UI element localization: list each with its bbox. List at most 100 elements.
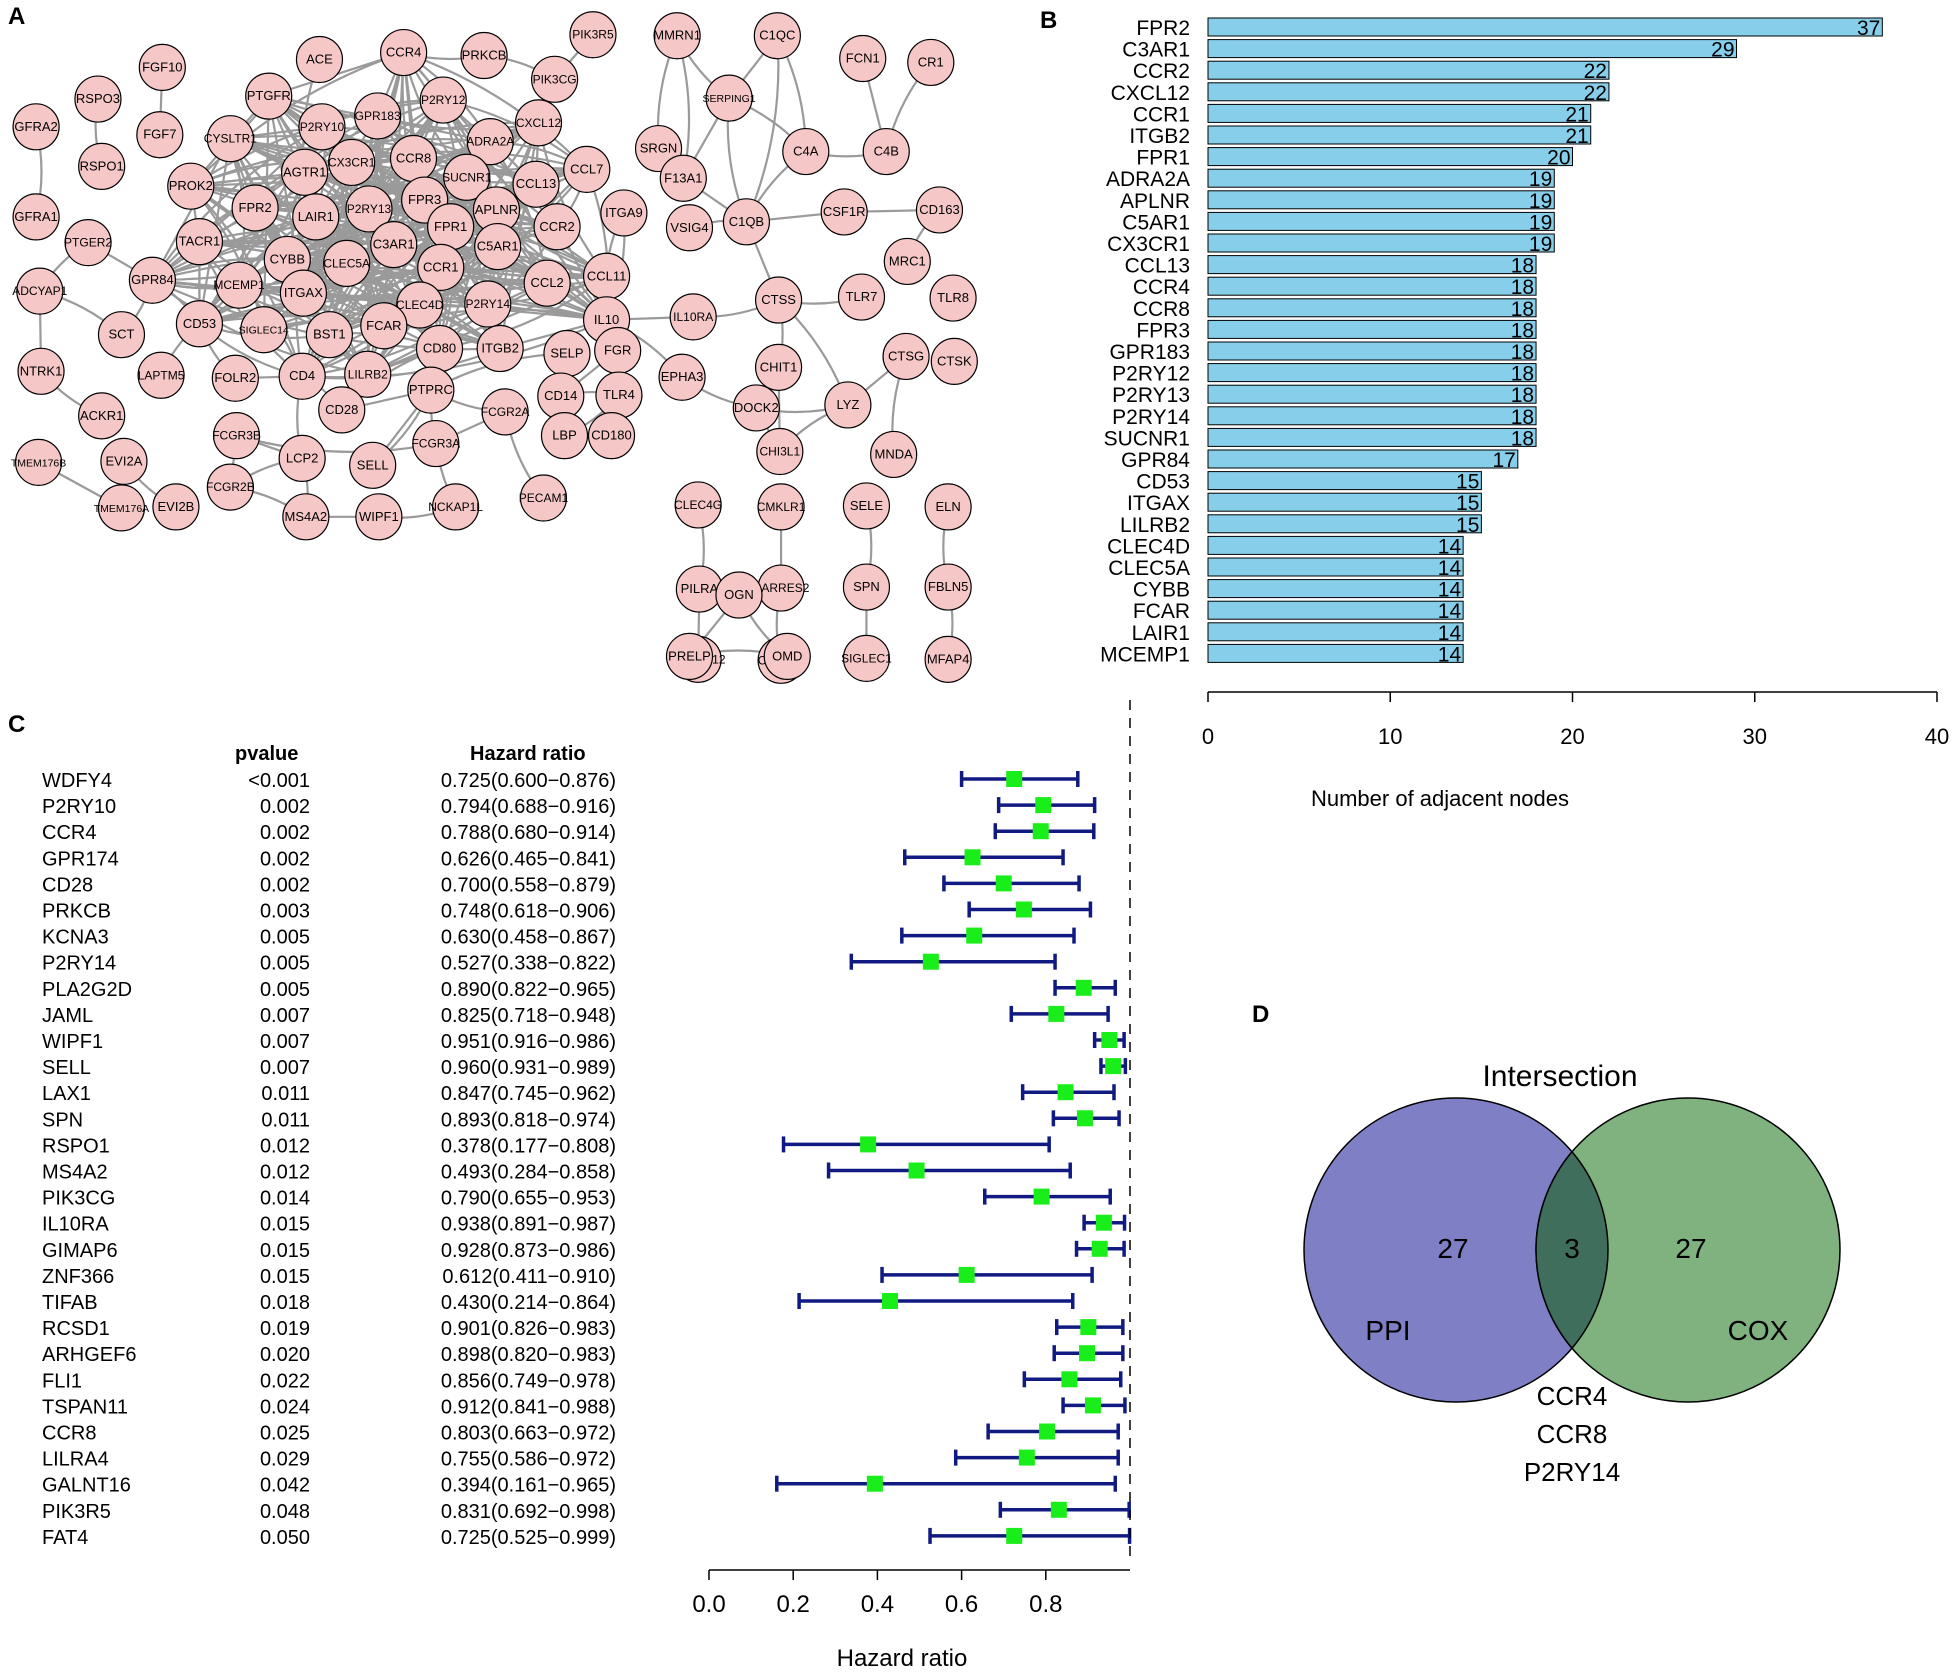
bar — [1207, 233, 1555, 253]
bar — [1207, 168, 1555, 188]
forest-hr-text: 0.890(0.822−0.965) — [441, 979, 616, 1001]
network-node: CLEC5A — [323, 239, 371, 288]
network-node-circle — [756, 427, 804, 476]
network-node-label: C4A — [793, 144, 819, 159]
network-node-label: BST1 — [313, 327, 346, 342]
bar-category-label: GPR84 — [1121, 449, 1190, 472]
network-node-label: CHI3L1 — [759, 444, 800, 458]
network-node-label: CMKLR1 — [757, 500, 806, 514]
network-node: ITGA9 — [600, 189, 648, 237]
bar-value-label: 22 — [1584, 60, 1607, 83]
network-node-circle — [167, 162, 215, 210]
network-node-circle — [842, 482, 891, 530]
forest-pvalue: 0.012 — [260, 1135, 310, 1157]
network-node: ELN — [924, 483, 972, 531]
network-node: MCEMP1 — [213, 261, 265, 309]
bar — [1207, 406, 1537, 426]
forest-hr-text: 0.378(0.177−0.808) — [441, 1135, 616, 1157]
bar-category-label: CCR8 — [1133, 298, 1190, 321]
network-edge — [403, 51, 588, 171]
network-node: FBLN5 — [924, 563, 972, 611]
network-node: FCGR3B — [212, 412, 261, 460]
bar-value-label: 18 — [1511, 363, 1534, 386]
bar-value-label: 14 — [1438, 622, 1462, 645]
bar-value-label: 17 — [1492, 449, 1515, 472]
network-node-label: FCGR3A — [411, 437, 460, 451]
network-node-circle — [653, 12, 701, 60]
forest-point — [1101, 1032, 1118, 1048]
network-node-circle — [305, 311, 353, 359]
network-node-label: GFRA2 — [14, 119, 57, 134]
network-node-circle — [78, 142, 126, 190]
forest-gene-label: ARHGEF6 — [42, 1344, 136, 1366]
bar-value-labels: 3729222221212019191919181818181818181818… — [1438, 17, 1881, 666]
forest-point — [1050, 1501, 1067, 1518]
network-node: CCL2 — [523, 259, 571, 307]
network-node-label: FCAR — [366, 318, 401, 333]
network-node: CSF1R — [820, 188, 868, 236]
bar — [1207, 211, 1555, 231]
network-node: LBP — [540, 412, 589, 460]
network-node: FPR1 — [427, 203, 475, 251]
network-node: PRELP — [665, 632, 714, 680]
network-node-circle — [412, 419, 460, 468]
network-node: BST1 — [305, 311, 353, 359]
network-node-circle — [12, 193, 60, 241]
network-node-label: FPR3 — [408, 192, 441, 207]
network-node-label: EPHA3 — [661, 369, 704, 384]
forest-pvalue: 0.029 — [260, 1449, 310, 1471]
network-node-label: CCR4 — [386, 45, 421, 60]
network-node: SCT — [97, 311, 146, 359]
network-node-label: SIGLEC14 — [239, 325, 289, 337]
forest-point — [1032, 823, 1049, 840]
network-node-label: CD80 — [423, 341, 456, 356]
forest-gene-label: WIPF1 — [42, 1031, 103, 1053]
network-node-circle — [924, 483, 972, 531]
forest-point — [1075, 979, 1092, 996]
forest-point — [1033, 1188, 1050, 1205]
network-node-label: PILRA — [681, 581, 719, 596]
bar-x-axis: 0 10 20 30 40 — [1202, 691, 1949, 749]
forest-panel: C pvalue Hazard ratio WDFY4 <0.001 0.725(0… — [8, 700, 1132, 1672]
network-node-circle — [349, 441, 397, 489]
forest-hr-text: 0.901(0.826−0.983) — [441, 1318, 616, 1340]
forest-point — [1079, 1345, 1096, 1362]
forest-gene-label: KCNA3 — [42, 927, 109, 949]
forest-hr-text: 0.725(0.525−0.999) — [441, 1527, 616, 1549]
network-node-label: IL10RA — [673, 310, 713, 324]
forest-gene-label: PLA2G2D — [42, 979, 132, 1001]
forest-pvalue: 0.015 — [260, 1240, 310, 1262]
network-node: C4A — [782, 127, 830, 176]
network-node: C1QB — [722, 198, 771, 246]
forest-hr-text: 0.748(0.618−0.906) — [441, 901, 616, 923]
network-node-circle — [533, 203, 581, 251]
network-node-label: RARRES2 — [753, 581, 810, 595]
bar — [1207, 125, 1592, 145]
network-node-circle — [211, 354, 259, 402]
venn-title: Intersection — [1482, 1060, 1637, 1093]
forest-hr-text: 0.794(0.688−0.916) — [441, 796, 616, 818]
network-node: CCR2 — [533, 203, 581, 251]
forest-gene-label: TIFAB — [42, 1292, 98, 1314]
bar-category-label: CLEC4D — [1107, 535, 1190, 558]
network-node-circle — [370, 220, 418, 269]
bar-category-label: P2RY14 — [1112, 406, 1190, 429]
network-node-circle — [295, 35, 344, 84]
bar-axis-tick-label: 0 — [1202, 724, 1214, 749]
bar-category-label: FPR2 — [1136, 17, 1190, 40]
network-node-label: CXCL12 — [516, 116, 562, 130]
forest-pvalue: 0.002 — [260, 796, 310, 818]
network-node: P2RY10 — [298, 103, 346, 151]
network-node: MS4A2 — [282, 493, 330, 541]
bar-value-label: 21 — [1565, 103, 1588, 126]
network-node-label: FBLN5 — [928, 579, 968, 594]
forest-point — [1006, 771, 1023, 787]
bar-category-label: FPR3 — [1136, 319, 1190, 342]
network-node-label: CYBB — [270, 251, 305, 266]
venn-cox-label: COX — [1728, 1315, 1789, 1346]
forest-gene-label: GALNT16 — [42, 1475, 131, 1497]
network-node-circle — [282, 493, 330, 541]
network-node-circle — [464, 280, 512, 328]
network-node-label: RSPO3 — [76, 91, 120, 106]
network-node-label: MFAP4 — [927, 651, 970, 666]
